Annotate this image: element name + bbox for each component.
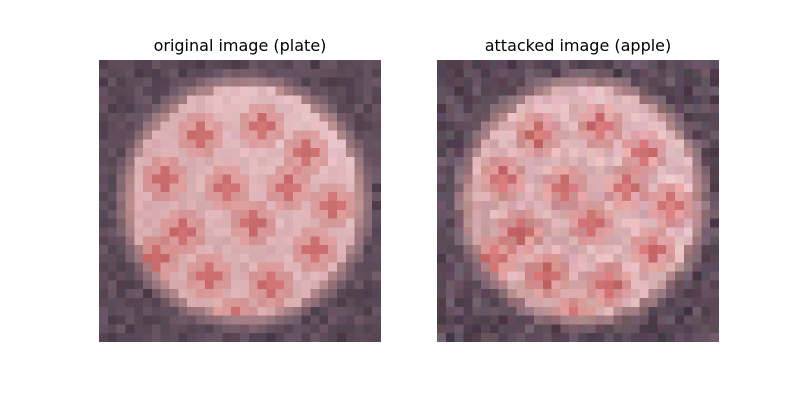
attacked-image-title: attacked image (apple) (484, 36, 672, 55)
attacked-image-panel: attacked image (apple) (437, 32, 719, 342)
original-plate-image (99, 60, 381, 342)
original-image-title: original image (plate) (153, 36, 327, 55)
original-image-panel: original image (plate) (99, 32, 381, 342)
attacked-apple-image (437, 60, 719, 342)
